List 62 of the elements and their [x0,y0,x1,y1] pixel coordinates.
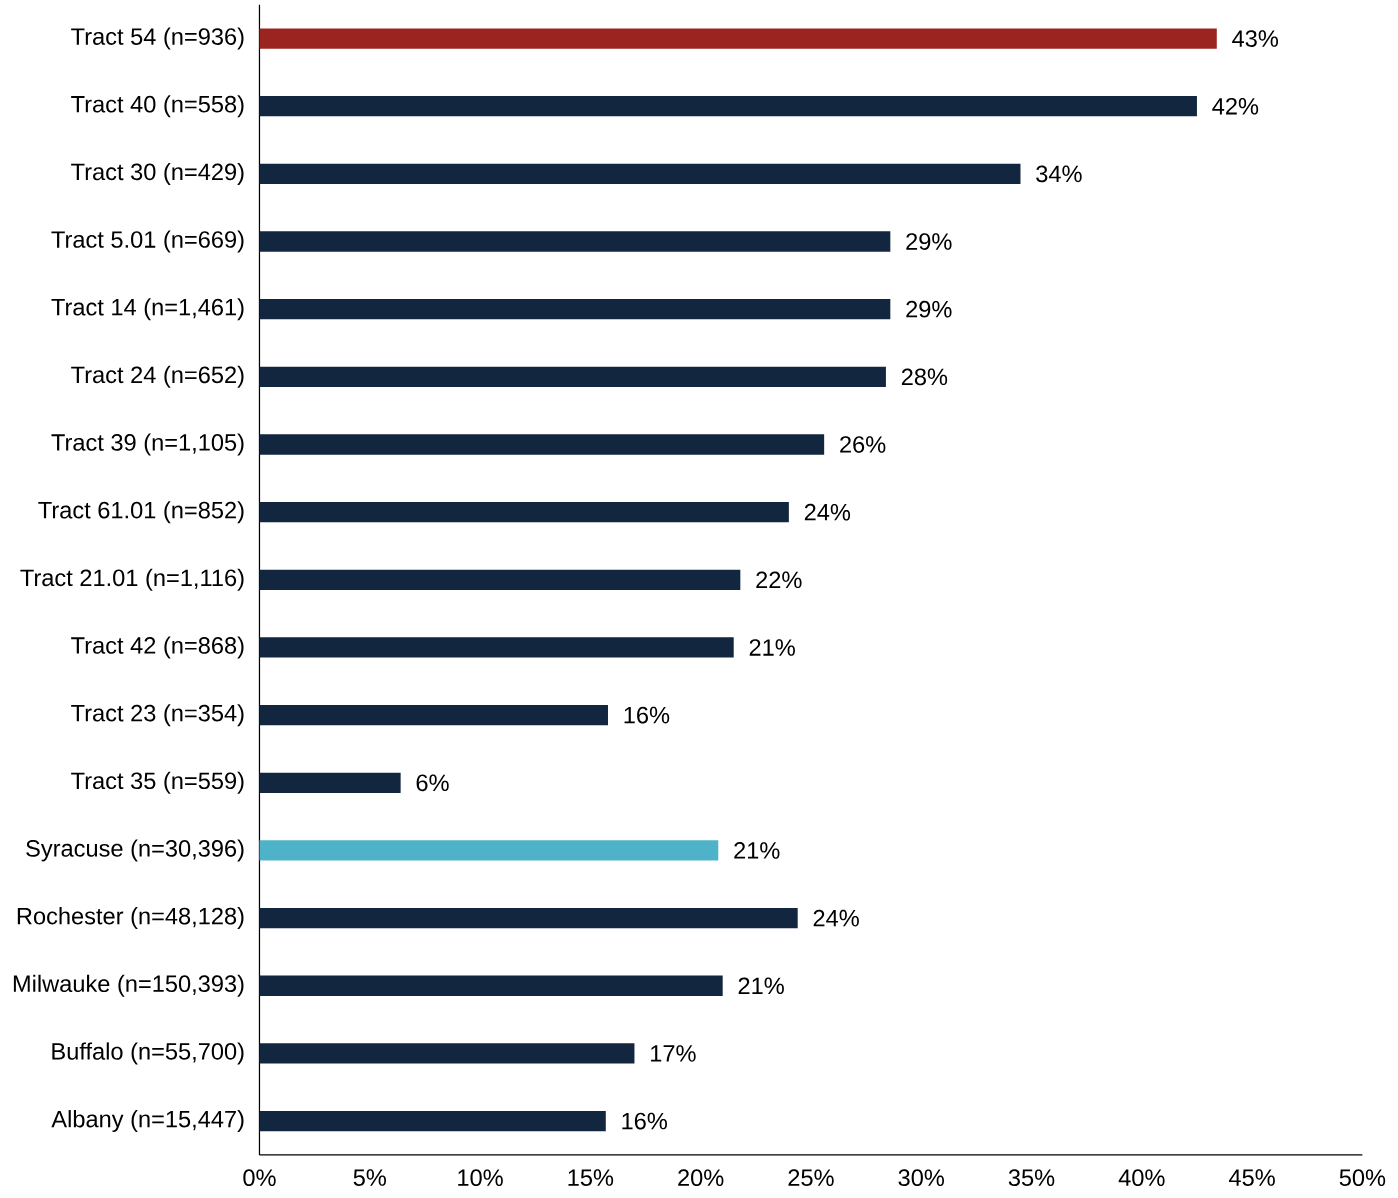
bar [259,772,401,793]
y-tick-label: Tract 40 (n=558) [71,95,244,118]
data-label: 43% [1232,30,1279,47]
data-label: 24% [813,909,859,927]
data-label: 28% [901,368,948,386]
x-tick-label: 15% [568,1169,614,1186]
data-label: 26% [840,436,886,453]
x-tick-label: 0% [243,1169,276,1187]
bar [259,704,608,726]
bar [259,975,723,996]
bar [259,28,1217,49]
data-label: 16% [622,1112,667,1130]
x-tick-label: 25% [788,1169,834,1187]
bar [259,1043,635,1064]
y-tick-label: Albany (n=15,447) [51,1110,244,1133]
y-tick-label: Milwauke (n=150,393) [13,974,244,997]
data-label: 29% [906,233,952,250]
data-label: 34% [1036,165,1082,183]
y-tick-label: Buffalo (n=55,700) [52,1042,244,1065]
data-label: 21% [734,842,780,859]
bar [259,163,1021,185]
data-label: 24% [804,503,851,521]
y-tick-label: Tract 24 (n=652) [71,365,244,388]
data-label: 21% [738,977,784,995]
bar [259,96,1197,117]
bar [259,840,719,861]
bar [259,637,734,658]
data-label: 22% [756,571,802,589]
bar [259,299,891,320]
data-label: 42% [1212,97,1259,115]
y-tick-label: Tract 21.01 (n=1,116) [20,568,244,591]
y-tick-label: Tract 14 (n=1,461) [51,298,244,321]
x-tick-label: 5% [353,1169,386,1186]
bar [259,502,789,523]
bar [259,569,741,590]
x-tick-label: 30% [898,1169,945,1187]
y-tick-label: Tract 23 (n=354) [71,704,244,727]
y-tick-label: Tract 30 (n=429) [71,162,244,185]
y-tick-label: Syracuse (n=30,396) [26,839,244,862]
x-tick-label: 40% [1118,1169,1165,1187]
data-label: 21% [749,639,795,656]
bar [259,231,891,252]
bar [259,434,825,455]
bar [259,907,798,929]
y-tick-label: Tract 35 (n=559) [71,771,244,794]
x-tick-label: 20% [678,1169,724,1187]
y-tick-label: Tract 54 (n=936) [71,27,244,50]
x-tick-label: 10% [458,1169,503,1187]
x-tick-label: 45% [1229,1169,1275,1186]
x-tick-label: 35% [1008,1169,1055,1187]
y-tick-label: Tract 39 (n=1,105) [51,433,244,456]
bar [259,366,886,387]
data-label: 29% [906,300,952,318]
y-tick-label: Tract 5.01 (n=669) [51,230,244,253]
y-tick-label: Tract 61.01 (n=852) [38,501,244,524]
data-label: 16% [624,706,670,724]
y-tick-label: Tract 42 (n=868) [71,636,244,659]
bar [259,1110,606,1132]
data-label: 6% [416,774,449,792]
x-tick-label: 50% [1339,1169,1386,1187]
y-tick-label: Rochester (n=48,128) [17,907,244,930]
data-label: 17% [651,1045,696,1062]
